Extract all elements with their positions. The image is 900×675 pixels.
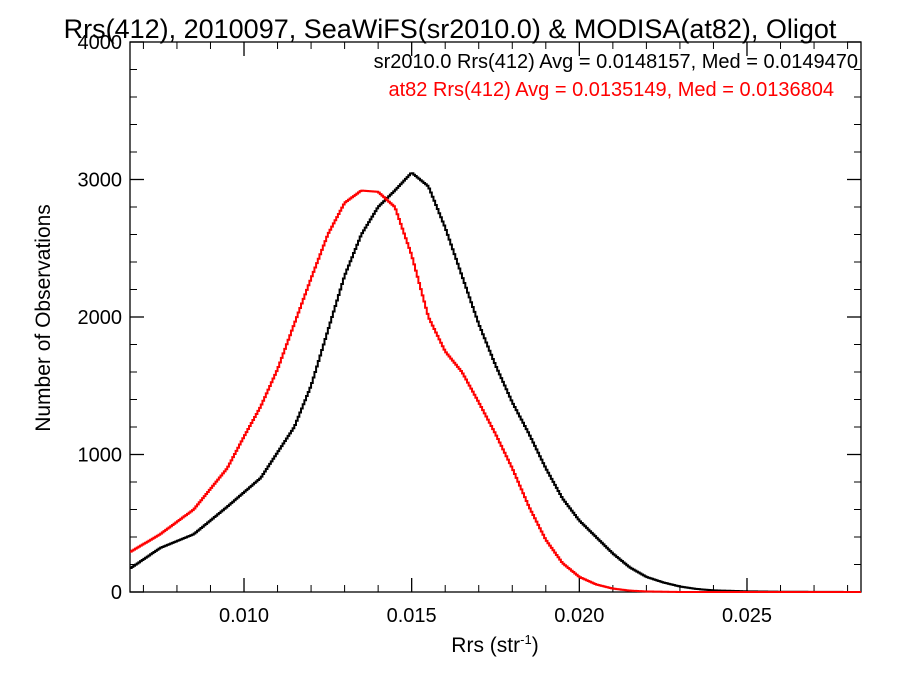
x-tick-label: 0.020 <box>554 605 604 627</box>
x-tick-label: 0.015 <box>387 605 437 627</box>
series-layer <box>130 172 861 593</box>
chart-title: Rrs(412), 2010097, SeaWiFS(sr2010.0) & M… <box>64 14 837 44</box>
series-line-1 <box>130 189 861 593</box>
y-axis-ticks: 0 1000 2000 3000 4000 <box>78 32 861 604</box>
x-axis-label-close: ) <box>532 634 539 657</box>
y-tick-label: 0 <box>111 582 122 604</box>
plot-frame <box>129 41 862 593</box>
legend-annotation-sr2010: sr2010.0 Rrs(412) Avg = 0.0148157, Med =… <box>374 51 858 73</box>
y-tick-label: 1000 <box>78 445 123 467</box>
y-axis-label: Number of Observations <box>32 204 55 432</box>
x-axis-ticks: 0.010 0.015 0.020 0.025 <box>142 42 849 627</box>
x-tick-label: 0.025 <box>722 605 772 627</box>
x-axis-label-main: Rrs (str <box>451 634 520 657</box>
y-tick-label: 2000 <box>78 307 123 329</box>
x-tick-label: 0.010 <box>219 605 269 627</box>
y-tick-label: 4000 <box>78 32 123 54</box>
plot-area: 0 1000 2000 3000 4000 0.010 0.015 0.020 0.025 <box>78 32 862 627</box>
legend-annotation-at82: at82 Rrs(412) Avg = 0.0135149, Med = 0.0… <box>388 79 834 101</box>
x-axis-label-superscript: -1 <box>520 632 532 647</box>
x-axis-label: Rrs (str-1) <box>451 632 538 657</box>
y-tick-label: 3000 <box>78 170 123 192</box>
series-line-0 <box>130 172 861 593</box>
